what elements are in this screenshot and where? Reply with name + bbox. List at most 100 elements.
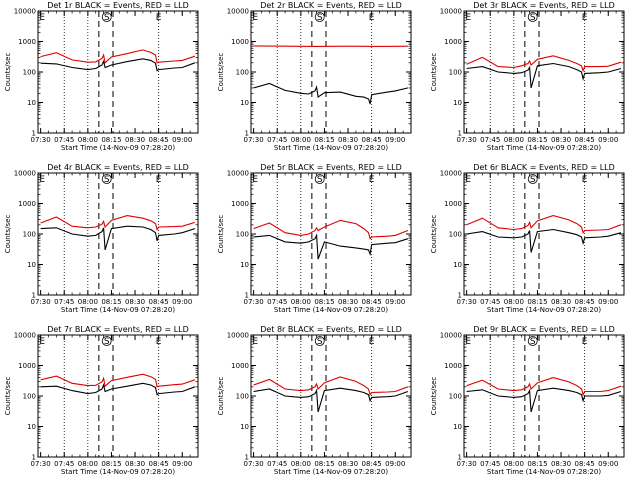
lld-series-line [253, 45, 408, 47]
x-tick-label: 08:45 [575, 298, 595, 306]
x-axis-title: Start Time (14-Nov-09 07:28:20) [274, 306, 388, 314]
x-tick-label: 07:30 [457, 460, 477, 468]
x-tick-label: 07:30 [31, 460, 51, 468]
y-tick-label: 1000 [231, 38, 249, 46]
event-marker-label: E [39, 13, 45, 23]
x-axis-title: Start Time (14-Nov-09 07:28:20) [487, 306, 601, 314]
x-tick-label: 08:15 [314, 460, 334, 468]
x-tick-label: 09:00 [172, 298, 192, 306]
event-marker-label: S [530, 175, 536, 185]
x-tick-label: 08:15 [101, 298, 121, 306]
x-tick-label: 07:30 [244, 298, 264, 306]
x-tick-label: 07:45 [54, 136, 74, 144]
lld-series-line [40, 215, 196, 231]
event-marker-label: S [317, 337, 323, 347]
y-axis-title: Counts/sec [430, 377, 438, 416]
y-tick-label: 10000 [227, 8, 249, 16]
plot-frame [250, 10, 412, 134]
y-tick-label: 1 [458, 130, 462, 138]
event-marker-label: S [104, 175, 110, 185]
x-tick-label: 08:00 [504, 298, 524, 306]
y-tick-label: 1 [32, 130, 36, 138]
x-tick-label: 09:00 [385, 460, 405, 468]
y-tick-label: 10 [27, 423, 36, 431]
x-tick-label: 07:30 [457, 136, 477, 144]
y-tick-label: 100 [449, 69, 462, 77]
x-tick-label: 08:00 [78, 136, 98, 144]
x-tick-label: 08:00 [78, 460, 98, 468]
events-series-line [253, 387, 409, 413]
events-series-line [253, 82, 409, 105]
x-tick-label: 09:00 [598, 298, 618, 306]
y-tick-label: 10 [27, 99, 36, 107]
panel-title: Det 7r BLACK = Events, RED = LLD [47, 325, 189, 334]
panel-title: Det 6r BLACK = Events, RED = LLD [473, 163, 615, 172]
y-tick-label: 10000 [14, 170, 36, 178]
y-axis-title: Counts/sec [4, 215, 12, 254]
x-tick-label: 07:30 [244, 460, 264, 468]
x-tick-label: 08:00 [291, 298, 311, 306]
event-marker-circle [101, 12, 112, 22]
y-tick-label: 1 [245, 454, 249, 462]
lld-series-line [466, 55, 622, 73]
y-tick-label: 10000 [440, 170, 462, 178]
y-tick-label: 10000 [14, 8, 36, 16]
y-tick-label: 1000 [18, 38, 36, 46]
y-tick-label: 1 [458, 454, 462, 462]
x-tick-label: 08:00 [504, 460, 524, 468]
x-tick-label: 08:00 [504, 136, 524, 144]
events-series-line [40, 382, 196, 396]
event-marker-label: S [317, 13, 323, 23]
x-tick-label: 07:45 [267, 298, 287, 306]
y-tick-label: 100 [236, 393, 249, 401]
panel-title: Det 2r BLACK = Events, RED = LLD [260, 1, 402, 10]
event-marker-label: S [104, 337, 110, 347]
y-tick-label: 100 [23, 393, 36, 401]
y-tick-label: 1000 [231, 200, 249, 208]
x-tick-label: 08:30 [338, 136, 358, 144]
y-axis-title: Counts/sec [4, 53, 12, 92]
x-tick-label: 08:45 [149, 460, 169, 468]
x-tick-label: 07:45 [54, 460, 74, 468]
event-marker-label: S [317, 175, 323, 185]
y-tick-label: 1 [32, 454, 36, 462]
x-tick-label: 08:45 [575, 460, 595, 468]
events-series-line [466, 228, 622, 253]
lld-series-line [466, 377, 622, 397]
y-tick-label: 100 [449, 393, 462, 401]
x-tick-label: 08:00 [78, 298, 98, 306]
y-tick-label: 1000 [18, 200, 36, 208]
x-tick-label: 08:45 [149, 136, 169, 144]
event-marker-circle [101, 336, 112, 346]
x-tick-label: 09:00 [172, 136, 192, 144]
y-tick-label: 10000 [440, 332, 462, 340]
y-tick-label: 100 [449, 231, 462, 239]
plot-frame [250, 334, 412, 458]
event-marker-label: E [156, 337, 162, 347]
events-series-line [253, 233, 409, 260]
x-tick-label: 08:00 [291, 460, 311, 468]
y-tick-label: 10 [453, 261, 462, 269]
y-tick-label: 1000 [18, 362, 36, 370]
y-axis-title: Counts/sec [430, 53, 438, 92]
x-tick-label: 07:45 [54, 298, 74, 306]
x-tick-label: 07:45 [480, 298, 500, 306]
event-marker-circle [527, 12, 538, 22]
x-tick-label: 09:00 [598, 460, 618, 468]
y-tick-label: 10 [240, 99, 249, 107]
x-axis-title: Start Time (14-Nov-09 07:28:20) [274, 144, 388, 152]
y-axis-title: Counts/sec [4, 377, 12, 416]
x-tick-label: 08:30 [338, 460, 358, 468]
y-tick-label: 10000 [14, 332, 36, 340]
panel-title: Det 9r BLACK = Events, RED = LLD [473, 325, 615, 334]
y-axis-title: Counts/sec [217, 53, 225, 92]
x-tick-label: 08:15 [314, 136, 334, 144]
x-tick-label: 08:45 [362, 298, 382, 306]
